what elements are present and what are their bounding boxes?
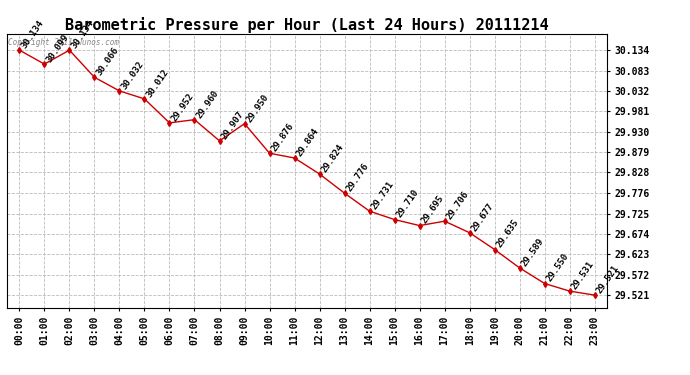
Text: 29.731: 29.731 bbox=[370, 180, 395, 211]
Text: 29.950: 29.950 bbox=[244, 92, 270, 124]
Text: 30.012: 30.012 bbox=[144, 67, 170, 99]
Text: 29.960: 29.960 bbox=[195, 88, 220, 120]
Text: 29.907: 29.907 bbox=[219, 109, 246, 141]
Text: 29.876: 29.876 bbox=[270, 122, 295, 153]
Text: 29.677: 29.677 bbox=[470, 201, 495, 233]
Title: Barometric Pressure per Hour (Last 24 Hours) 20111214: Barometric Pressure per Hour (Last 24 Ho… bbox=[66, 16, 549, 33]
Text: 29.695: 29.695 bbox=[420, 194, 446, 226]
Text: 30.066: 30.066 bbox=[95, 46, 120, 77]
Text: 29.635: 29.635 bbox=[495, 218, 520, 249]
Text: 29.550: 29.550 bbox=[544, 252, 571, 284]
Text: 29.776: 29.776 bbox=[344, 162, 371, 193]
Text: 29.706: 29.706 bbox=[444, 190, 471, 221]
Text: 29.864: 29.864 bbox=[295, 126, 320, 158]
Text: 29.710: 29.710 bbox=[395, 188, 420, 220]
Text: 30.134: 30.134 bbox=[19, 18, 46, 50]
Text: Copyright 2011 wunos.com: Copyright 2011 wunos.com bbox=[8, 38, 119, 47]
Text: 29.521: 29.521 bbox=[595, 264, 620, 295]
Text: 29.589: 29.589 bbox=[520, 236, 546, 268]
Text: 30.099: 30.099 bbox=[44, 33, 70, 64]
Text: 29.824: 29.824 bbox=[319, 142, 346, 174]
Text: 30.032: 30.032 bbox=[119, 59, 146, 91]
Text: 30.134: 30.134 bbox=[70, 18, 95, 50]
Text: 29.952: 29.952 bbox=[170, 91, 195, 123]
Text: 29.531: 29.531 bbox=[570, 260, 595, 291]
